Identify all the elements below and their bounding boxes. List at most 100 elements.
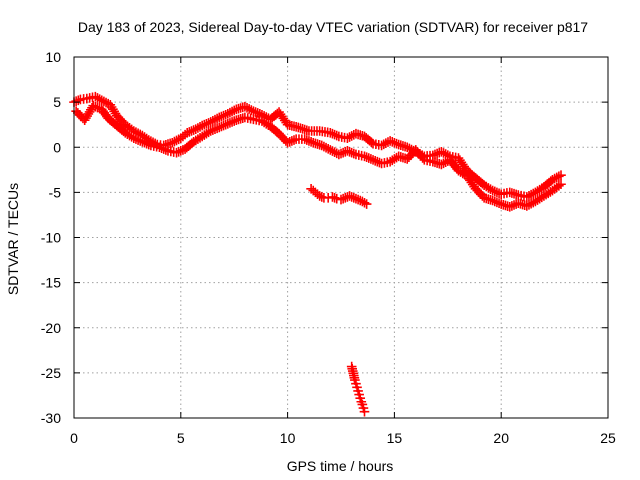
data-point-trail	[455, 155, 471, 174]
x-tick-label: 10	[280, 430, 296, 446]
grid	[74, 57, 608, 418]
data-point-trail	[267, 123, 283, 138]
data-point-trail	[378, 137, 393, 150]
data-point-trail	[396, 152, 410, 164]
data-point-trail	[446, 156, 462, 174]
data-point-trail	[178, 129, 190, 142]
data-point-trail	[216, 109, 231, 122]
x-tick-labels: 0 5 10 15 20 25	[70, 430, 616, 446]
data-point-trail	[190, 132, 205, 146]
data-point-trail	[275, 109, 291, 128]
data-point-trail	[199, 127, 214, 140]
data-point-trail	[208, 123, 222, 135]
data-point-trail	[438, 148, 453, 160]
data-point-trail	[507, 199, 521, 211]
data-point-trail	[81, 102, 97, 123]
x-axis-label: GPS time / hours	[287, 458, 394, 474]
data-point	[359, 406, 370, 417]
y-tick-label: 10	[45, 49, 61, 65]
data-point-trail	[113, 112, 129, 128]
data-point-trail	[472, 185, 488, 201]
data-point-trail	[379, 157, 393, 168]
data-point-trail	[371, 139, 384, 150]
data-point-trail	[181, 138, 197, 153]
data-point-trail	[516, 190, 529, 202]
data-point	[556, 170, 566, 181]
data-point-trail	[92, 93, 105, 104]
data-point-trail	[105, 115, 120, 129]
data-point-trail	[361, 133, 377, 147]
data-point-trail	[302, 135, 316, 147]
data-point-trail	[430, 157, 445, 169]
data-point-trail	[259, 111, 274, 123]
data-point-trail	[306, 126, 322, 136]
data-point-trail	[250, 107, 265, 119]
data-point-trail	[549, 171, 564, 184]
axis-ticks	[73, 56, 609, 419]
data-point-trail	[507, 188, 521, 200]
data-point-trail	[122, 121, 137, 135]
data-point-trail	[99, 96, 113, 109]
data-point	[354, 389, 364, 400]
data-point-trail	[327, 146, 342, 159]
y-tick-label: -10	[41, 230, 61, 246]
data-point	[358, 403, 369, 413]
data-point-trail	[225, 105, 239, 118]
data-points	[69, 91, 566, 417]
data-point-trail	[353, 129, 368, 141]
y-tick-label: -25	[41, 365, 61, 381]
data-point-trail	[336, 146, 351, 159]
data-point-trail	[481, 193, 496, 205]
data-point-trail	[90, 101, 105, 114]
data-point-trail	[275, 130, 291, 146]
data-point-trail	[251, 115, 264, 126]
data-point-trail	[327, 128, 342, 141]
data-point-trail	[344, 146, 359, 159]
data-point-trail	[284, 135, 299, 147]
data-point-trail	[156, 143, 171, 155]
data-point-trail	[447, 152, 461, 163]
data-point-trail	[472, 174, 488, 189]
data-point-trail	[131, 134, 146, 146]
data-point	[351, 378, 361, 389]
data-point-trail	[540, 176, 556, 191]
data-point-trail	[438, 156, 453, 169]
series-isolated-segment	[306, 183, 372, 209]
data-point-trail	[184, 125, 199, 137]
data-point-trail	[396, 140, 410, 152]
series-main-track-upper	[69, 91, 566, 202]
data-point-trail	[122, 129, 137, 142]
data-point-trail	[361, 152, 376, 164]
y-tick-labels: -30 -25 -20 -15 -10 -5 0 5 10	[41, 49, 61, 426]
data-point-trail	[208, 113, 222, 126]
data-point-trail	[166, 146, 179, 157]
data-point-trail	[354, 150, 367, 161]
data-point-trail	[524, 197, 539, 210]
y-axis-label: SDTVAR / TECUs	[5, 183, 21, 295]
data-point-trail	[233, 102, 248, 114]
data-point-trail	[193, 121, 205, 133]
data-point	[556, 179, 566, 190]
data-point	[352, 382, 362, 393]
x-tick-label: 0	[70, 430, 78, 446]
data-point-trail	[422, 155, 435, 166]
data-point-trail	[233, 113, 248, 125]
x-tick-label: 20	[493, 430, 509, 446]
x-tick-label: 15	[387, 430, 403, 446]
data-point-trail	[259, 117, 274, 130]
chart-title: Day 183 of 2023, Sidereal Day-to-day VTE…	[78, 19, 588, 35]
data-point-trail	[515, 199, 530, 211]
y-tick-label: -20	[41, 320, 61, 336]
data-point-trail	[430, 147, 445, 160]
data-point-trail	[541, 187, 556, 200]
data-point-trail	[344, 130, 359, 142]
data-point-trail	[139, 137, 154, 150]
y-tick-label: -5	[49, 184, 62, 200]
data-point-trail	[113, 122, 129, 137]
data-point-trail	[549, 181, 564, 194]
series-outlier-segment	[346, 361, 370, 417]
data-point-trail	[387, 137, 402, 149]
data-point-trail	[294, 134, 307, 144]
data-point	[355, 393, 366, 403]
